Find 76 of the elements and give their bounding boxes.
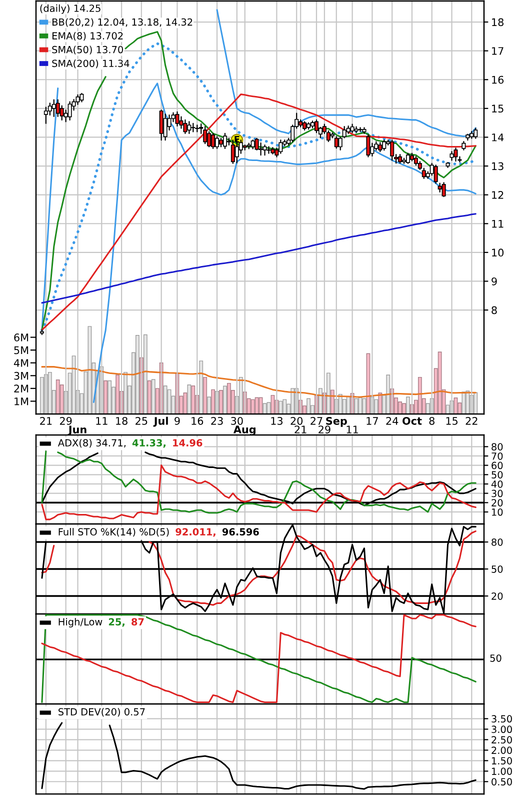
- y-tick-label: 2.00: [492, 746, 512, 754]
- x-tick-label: Aug: [233, 426, 256, 436]
- x-tick-label: 18: [116, 416, 128, 425]
- y-tick-label: 20: [492, 499, 503, 506]
- y-tick-label: 50: [492, 471, 503, 478]
- y-tick-label: 50: [492, 565, 503, 573]
- y-tick-label: 12: [492, 191, 504, 199]
- chart-title: High/Low: [58, 618, 102, 628]
- y2-tick-label: 6M: [14, 334, 28, 342]
- x-tick-label: 20: [290, 416, 303, 425]
- x-tick-label: 9: [174, 416, 180, 425]
- y-tick-label: 18: [492, 18, 504, 26]
- x-tick-label: Jun: [68, 426, 86, 436]
- x-tick-label: 24: [386, 416, 398, 425]
- x-tick-label: 11: [96, 417, 108, 425]
- y-tick-label: 30: [492, 490, 503, 498]
- chart-title: Full STO %K(14) %D(5): [58, 528, 169, 537]
- x-tick-label: Oct: [402, 416, 422, 425]
- x-tick-label: 29: [60, 416, 72, 425]
- y-tick-label: 0.50: [492, 778, 512, 786]
- y-tick-label: 40: [491, 480, 503, 488]
- y2-tick-label: 4M: [14, 359, 28, 367]
- x-tick-label: 15: [446, 417, 458, 425]
- legend-label: SMA(50) 13.70: [52, 46, 123, 54]
- text: 96.596: [222, 528, 259, 536]
- legend-label: BB(20,2) 12.04, 13.18, 14.32: [52, 18, 192, 27]
- y-tick-label: 20: [492, 592, 503, 600]
- legend-label: EMA(8) 13.702: [52, 32, 123, 41]
- y-tick-label: 1.00: [492, 768, 512, 775]
- legend-title: (daily) 14.25: [40, 4, 100, 14]
- y-tick-label: 3.00: [492, 726, 512, 734]
- y-tick-label: 14: [492, 134, 504, 142]
- x-tick-label: 27: [310, 416, 322, 425]
- y2-tick-label: 5M: [14, 346, 28, 354]
- series-label: 25,: [108, 618, 124, 627]
- x-tick-label: 29: [318, 426, 330, 434]
- y-tick-label: 10: [492, 508, 503, 516]
- x-tick-label: 23: [211, 416, 223, 425]
- y-tick-label: 70: [492, 452, 503, 460]
- chart-title: ADX(8) 34.71,: [58, 438, 126, 448]
- y-tick-label: 9: [492, 277, 497, 286]
- legend-label: SMA(200) 11.34: [52, 60, 130, 68]
- x-tick-label: 13: [271, 416, 283, 425]
- y2-tick-label: 3M: [14, 372, 28, 380]
- annotation: E: [234, 136, 240, 143]
- x-tick-label: Sep: [326, 416, 347, 427]
- text: 14.96: [173, 439, 202, 446]
- y-tick-label: 80: [492, 538, 503, 546]
- text: 87: [132, 618, 144, 626]
- x-tick-label: 17: [366, 417, 378, 425]
- x-tick-label: 22: [466, 416, 478, 425]
- y2-tick-label: 1M: [14, 398, 28, 406]
- y-tick-label: 16: [492, 76, 504, 84]
- y-tick-label: 11: [492, 220, 504, 228]
- x-tick-label: 11: [346, 426, 358, 434]
- y-tick-label: 80: [492, 443, 503, 450]
- text: 92.011,: [176, 528, 216, 537]
- y-tick-label: 10: [492, 248, 504, 257]
- x-tick-label: 25: [136, 416, 148, 425]
- chart-title: STD DEV(20) 0.57: [58, 708, 145, 717]
- x-tick-label: 21: [294, 426, 306, 434]
- text: 41.33,: [132, 439, 166, 448]
- y-tick-label: 8: [492, 306, 497, 314]
- x-tick-label: Jul: [153, 416, 168, 427]
- x-tick-label: 16: [192, 416, 204, 425]
- y-tick-label: 3.50: [492, 715, 512, 723]
- y-tick-label: 13: [492, 162, 504, 170]
- x-tick-label: 30: [231, 416, 243, 425]
- x-tick-label: 8: [429, 416, 434, 425]
- y-tick-label: 15: [492, 104, 504, 113]
- y-tick-label: 2.50: [492, 736, 512, 744]
- x-tick-label: 21: [40, 416, 52, 425]
- y-tick-label: 1.50: [492, 757, 512, 764]
- y-tick-label: 17: [492, 47, 504, 55]
- y2-tick-label: 2M: [14, 384, 28, 392]
- y-tick-label: 60: [492, 462, 503, 470]
